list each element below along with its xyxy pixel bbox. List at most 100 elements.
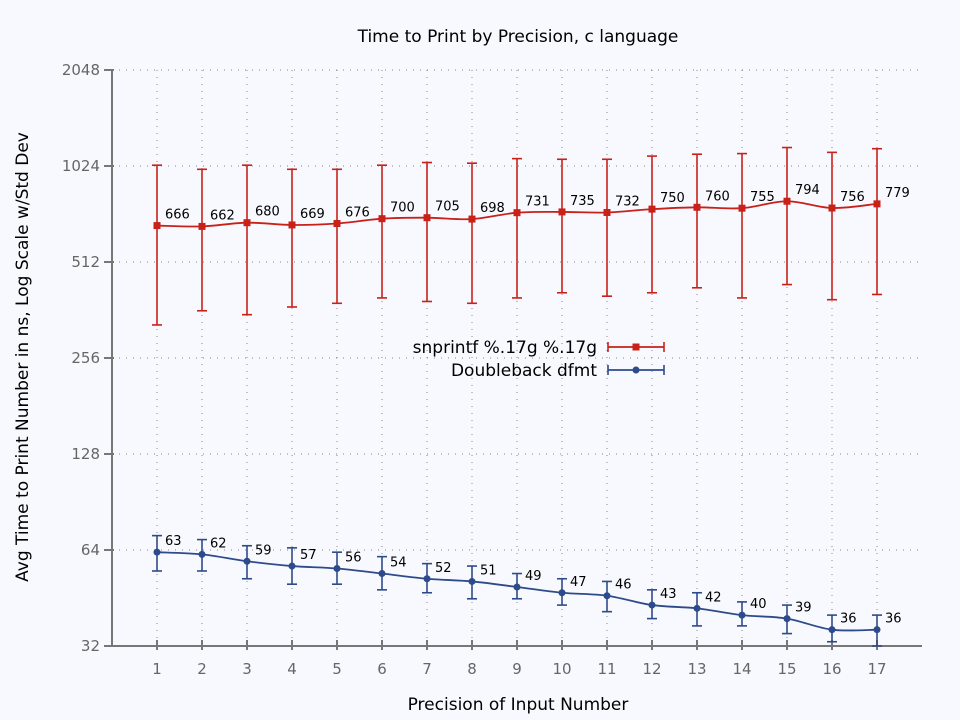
data-point: [828, 204, 836, 212]
data-label: 36: [840, 612, 857, 627]
x-tick-label: 4: [287, 660, 297, 678]
legend: snprintf %.17g %.17g Doubleback dfmt: [413, 338, 665, 381]
data-point: [783, 197, 791, 205]
data-label: 56: [345, 550, 362, 565]
data-point: [558, 208, 566, 216]
y-tick-label: 128: [71, 445, 100, 463]
data-point: [153, 222, 161, 230]
x-tick-label: 17: [867, 660, 886, 678]
data-label: 51: [480, 563, 497, 578]
data-point: [423, 575, 431, 583]
y-tick-label: 256: [71, 349, 100, 367]
data-label: 57: [300, 548, 317, 563]
data-point: [468, 577, 476, 585]
data-label: 42: [705, 590, 722, 605]
data-label: 39: [795, 601, 812, 616]
data-point: [693, 604, 701, 612]
data-point: [738, 204, 746, 212]
grid: [112, 69, 922, 646]
data-point: [423, 214, 431, 222]
legend-marker: [632, 343, 640, 351]
data-point: [783, 615, 791, 623]
y-axis-label: Avg Time to Print Number in ns, Log Scal…: [13, 132, 33, 582]
data-label: 40: [750, 597, 767, 612]
legend-entry-2: Doubleback dfmt: [451, 361, 665, 381]
data-point: [378, 570, 386, 578]
data-point: [873, 200, 881, 208]
data-point: [648, 205, 656, 213]
data-label: 63: [165, 534, 182, 549]
data-label: 49: [525, 569, 542, 584]
data-point: [513, 209, 521, 217]
data-point: [468, 215, 476, 223]
data-label: 731: [525, 195, 550, 210]
legend-entry-1: snprintf %.17g %.17g: [413, 338, 665, 358]
x-tick-label: 2: [197, 660, 207, 678]
data-point: [513, 583, 521, 591]
data-label: 47: [570, 575, 587, 590]
legend-marker: [632, 366, 640, 374]
x-tick-label: 15: [777, 660, 796, 678]
data-label: 59: [255, 543, 272, 558]
x-tick-label: 13: [687, 660, 706, 678]
data-point: [603, 208, 611, 216]
y-tick-label: 1024: [62, 157, 100, 175]
series-1: 666 662 680 669 676 700 705 698 731 735 732 750 760 7…: [152, 146, 910, 326]
data-label: 760: [705, 189, 730, 204]
data-label: 52: [435, 561, 452, 576]
data-point: [198, 550, 206, 558]
data-label: 705: [435, 200, 460, 215]
chart-title: Time to Print by Precision, c language: [357, 27, 679, 47]
y-tick-label: 2048: [62, 61, 100, 79]
x-tick-label: 8: [467, 660, 477, 678]
x-tick-label: 10: [552, 660, 571, 678]
data-label: 669: [300, 207, 325, 222]
data-point: [288, 221, 296, 229]
data-point: [243, 557, 251, 565]
data-label: 676: [345, 206, 370, 221]
data-label: 794: [795, 183, 820, 198]
data-point: [648, 601, 656, 609]
x-tick-label: 11: [597, 660, 616, 678]
data-point: [378, 215, 386, 223]
data-point: [288, 562, 296, 570]
x-tick-label: 12: [642, 660, 661, 678]
series-layer: 666 662 680 669 676 700 705 698 731 735 732 750 760 7…: [152, 146, 910, 647]
data-label: 36: [885, 612, 902, 627]
data-label: 779: [885, 186, 910, 201]
data-point: [333, 220, 341, 228]
x-tick-label: 9: [512, 660, 522, 678]
data-point: [873, 626, 881, 634]
data-label: 700: [390, 201, 415, 216]
data-point: [693, 203, 701, 211]
data-point: [558, 589, 566, 597]
data-point: [198, 222, 206, 230]
data-label: 680: [255, 205, 280, 220]
data-point: [153, 548, 161, 556]
data-label: 756: [840, 190, 865, 205]
x-tick-label: 6: [377, 660, 387, 678]
data-label: 735: [570, 194, 595, 209]
x-tick-label: 7: [422, 660, 432, 678]
data-label: 732: [615, 194, 640, 209]
data-label: 54: [390, 556, 407, 571]
data-point: [828, 626, 836, 634]
x-tick-label: 5: [332, 660, 342, 678]
legend-label: snprintf %.17g %.17g: [413, 338, 597, 358]
data-label: 698: [480, 201, 505, 216]
data-label: 62: [210, 536, 227, 551]
data-point: [243, 219, 251, 227]
data-label: 46: [615, 578, 632, 593]
data-point: [603, 592, 611, 600]
x-tick-label: 14: [732, 660, 751, 678]
legend-label: Doubleback dfmt: [451, 361, 597, 381]
data-label: 755: [750, 190, 775, 205]
x-tick-label: 1: [152, 660, 162, 678]
data-point: [738, 611, 746, 619]
data-label: 666: [165, 208, 190, 223]
data-label: 43: [660, 587, 677, 602]
data-point: [333, 564, 341, 572]
y-tick-label: 64: [81, 541, 100, 559]
